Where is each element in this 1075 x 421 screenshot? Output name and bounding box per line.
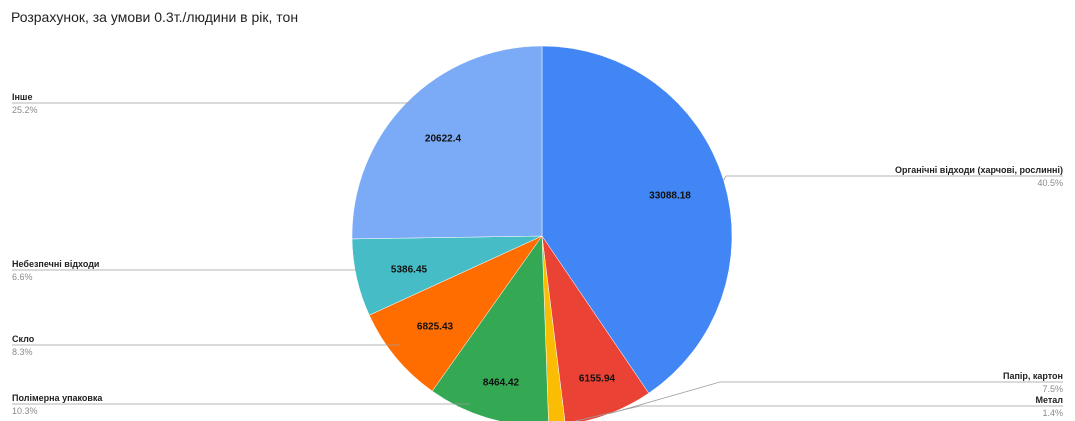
slice-1 (541, 235, 650, 421)
legend-item: Папір, картон 7.5% (608, 371, 1063, 415)
legend-name: Скло (12, 334, 35, 344)
legend-item: Небезпечні відходи 6.6% (12, 259, 356, 282)
chart-title: Розрахунок, за умови 0.3т./людини в рік,… (11, 9, 299, 25)
legend-item: Полімерна упаковка 10.3% (12, 393, 470, 416)
leader-line (723, 175, 1063, 181)
legend-item: Скло 8.3% (12, 334, 400, 357)
slice-value-label: 6825.43 (417, 322, 454, 333)
slice-value-label: 8464.42 (483, 378, 520, 389)
legend-percent: 40.5% (1037, 178, 1063, 188)
legend-percent: 10.3% (12, 406, 38, 416)
legend-name: Органічні відходи (харчові, рослинні) (895, 165, 1063, 175)
legend-percent: 8.3% (12, 347, 33, 357)
slice-value-label: 6155.94 (579, 374, 616, 385)
slice-3 (431, 235, 549, 421)
legend-name: Небезпечні відходи (12, 259, 99, 269)
leader-line (608, 381, 1063, 415)
slice-value-label: 5386.45 (391, 265, 428, 276)
legend-name: Інше (12, 92, 32, 102)
slice-value-labels: 33088.18 6155.94 8464.42 6825.43 5386.45 2062… (391, 134, 691, 389)
legend-percent: 25.2% (12, 105, 38, 115)
slice-value-label: 33088.18 (649, 191, 691, 202)
legend-name: Полімерна упаковка (12, 393, 103, 403)
legend-item: Метал 1.4% (574, 395, 1063, 421)
legend-percent: 7.5% (1042, 384, 1063, 394)
legend-name: Метал (1035, 395, 1063, 405)
legend-percent: 6.6% (12, 272, 33, 282)
pie-leader-legend: Органічні відходи (харчові, рослинні) 40.… (12, 92, 1063, 421)
legend-item: Інше 25.2% (12, 92, 412, 115)
pie-slices (351, 45, 733, 421)
leader-line (574, 405, 1063, 421)
legend-name: Папір, картон (1003, 371, 1063, 381)
slice-4 (368, 235, 543, 392)
legend-percent: 1.4% (1042, 408, 1063, 418)
slice-value-label: 20622.4 (425, 134, 462, 145)
slice-0 (541, 45, 733, 394)
legend-item: Органічні відходи (харчові, рослинні) 40.… (723, 165, 1063, 188)
slice-2 (541, 235, 566, 421)
